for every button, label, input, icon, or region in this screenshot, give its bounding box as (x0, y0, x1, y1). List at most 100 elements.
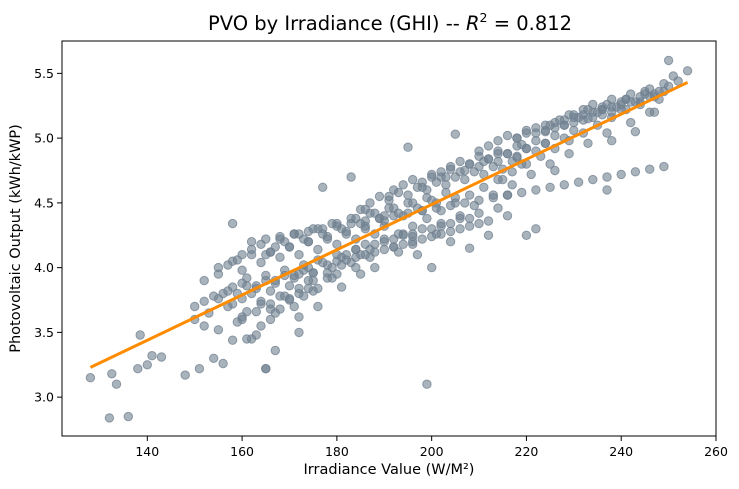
data-point (261, 234, 271, 244)
chart-title: PVO by Irradiance (GHI) -- R2 = 0.812 (208, 10, 572, 35)
data-point (412, 250, 423, 260)
y-tick-label: 3.0 (34, 390, 54, 405)
data-point (464, 243, 475, 253)
data-point (223, 286, 233, 296)
y-tick-label: 4.5 (34, 195, 54, 210)
data-point (517, 139, 527, 150)
data-point (626, 117, 636, 128)
y-axis-label: Photovoltaic Output (kWh/kWP) (8, 124, 24, 353)
data-point (422, 379, 432, 389)
data-point (284, 294, 295, 304)
data-point (602, 185, 612, 195)
data-point (583, 114, 593, 124)
data-point (460, 198, 470, 208)
data-point (370, 262, 380, 273)
data-point (351, 244, 361, 255)
data-point (313, 283, 323, 294)
data-point (469, 200, 479, 211)
data-point (559, 180, 569, 190)
data-point (431, 229, 442, 239)
data-point (645, 107, 655, 117)
data-point (422, 213, 432, 224)
data-point (303, 283, 314, 294)
x-tick-label: 220 (515, 444, 539, 459)
data-point (237, 314, 247, 325)
data-point (408, 231, 418, 242)
data-point (289, 301, 299, 312)
data-point (602, 172, 612, 182)
data-point (488, 190, 498, 200)
data-point (256, 257, 266, 268)
data-point (227, 218, 238, 229)
data-point (403, 142, 413, 152)
data-point (455, 211, 465, 221)
data-point (493, 136, 503, 146)
data-point (270, 345, 280, 356)
data-point (455, 224, 465, 234)
data-point (540, 127, 551, 137)
data-point (360, 216, 370, 226)
data-point (336, 282, 347, 292)
data-point (123, 411, 134, 422)
data-point (464, 190, 475, 200)
plot-frame (61, 40, 717, 437)
data-point (668, 71, 678, 81)
data-point (498, 174, 508, 185)
data-point (336, 260, 347, 270)
data-point (422, 193, 432, 203)
r2-exponent: 2 (480, 10, 488, 25)
data-point (156, 352, 167, 362)
data-point (502, 130, 513, 141)
data-point (474, 208, 484, 218)
data-point (294, 250, 304, 260)
data-point (275, 231, 285, 242)
data-point (417, 224, 427, 234)
data-point (436, 221, 446, 231)
data-point (550, 165, 560, 176)
data-point (588, 99, 598, 110)
r2-symbol: R (466, 12, 480, 35)
data-point (318, 182, 328, 193)
data-point (256, 296, 266, 306)
data-point (493, 149, 503, 159)
data-point (545, 182, 555, 193)
data-point (540, 138, 551, 149)
data-point (270, 242, 280, 252)
data-point (265, 314, 276, 325)
data-point (493, 203, 503, 213)
data-point (417, 182, 427, 193)
r2-value: = 0.812 (488, 12, 573, 35)
data-point (355, 269, 366, 279)
data-point (455, 156, 465, 167)
data-point (408, 239, 418, 250)
data-point (502, 211, 513, 221)
data-point (483, 216, 494, 226)
data-point (479, 156, 489, 167)
data-point (265, 286, 276, 296)
data-point (521, 230, 532, 241)
data-point (441, 180, 451, 190)
data-point (483, 141, 494, 151)
data-point (512, 152, 522, 163)
data-point (303, 226, 314, 237)
data-point (464, 221, 475, 231)
data-point (360, 204, 370, 215)
x-tick-label: 180 (325, 444, 349, 459)
data-point (107, 369, 117, 379)
data-point (199, 275, 209, 286)
data-point (365, 244, 375, 255)
data-point (237, 250, 247, 260)
x-axis-label: Irradiance Value (W/M²) (304, 462, 475, 478)
data-point (251, 330, 261, 340)
data-point (550, 130, 560, 141)
data-point (199, 296, 209, 306)
data-point (261, 364, 271, 374)
data-point (564, 149, 574, 159)
x-tick-label: 240 (609, 444, 633, 459)
y-tick-label: 4.0 (34, 260, 54, 275)
data-point (502, 149, 513, 159)
data-point (313, 301, 323, 312)
data-point (559, 120, 569, 130)
data-point (682, 66, 693, 76)
